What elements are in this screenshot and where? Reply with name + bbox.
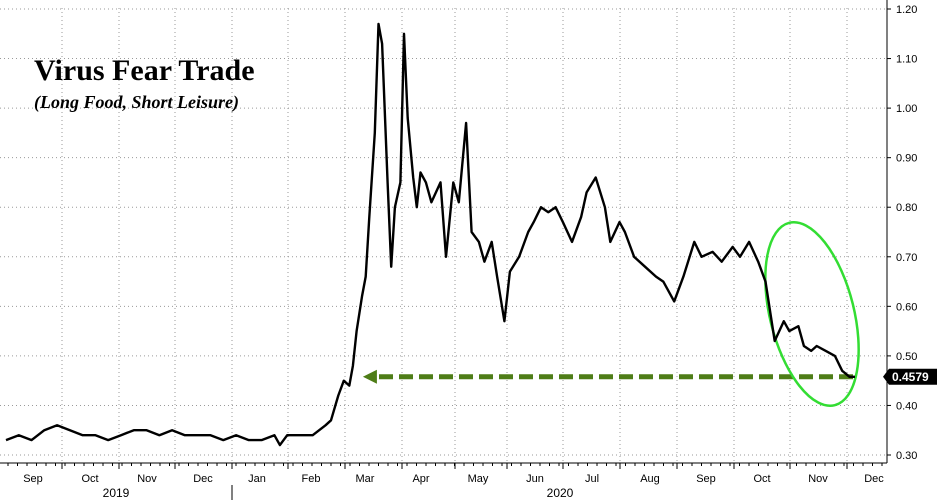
y-tick-label: 0.70: [896, 252, 917, 264]
y-tick-label: 1.20: [896, 4, 917, 16]
year-label: 2020: [547, 486, 574, 500]
x-tick-label: Sep: [23, 473, 43, 485]
highlight-ellipse: [764, 220, 860, 408]
x-tick-label: Dec: [193, 473, 213, 485]
x-tick-label: Jul: [585, 473, 599, 485]
x-tick-label: May: [468, 473, 489, 485]
x-tick-label: Sep: [696, 473, 716, 485]
x-tick-label: Apr: [412, 473, 429, 485]
x-tick-label: Dec: [864, 473, 884, 485]
series-group: [5, 22, 855, 447]
dashed-arrow-head: [362, 369, 377, 384]
y-tick-label: 1.00: [896, 103, 917, 115]
chart-title: Virus Fear Trade: [34, 54, 255, 87]
x-tick-label: Mar: [356, 473, 375, 485]
x-tick-label: Aug: [640, 473, 660, 485]
x-tick-label: Jun: [526, 473, 544, 485]
x-tick-label: Nov: [808, 473, 828, 485]
y-tick-label: 0.60: [896, 301, 917, 313]
y-tick-label: 0.40: [896, 400, 917, 412]
x-tick-label: Oct: [81, 473, 98, 485]
last-value-label: 0.4579: [892, 370, 929, 384]
series-line: [5, 22, 855, 447]
annotations: [362, 220, 860, 408]
chart-subtitle: (Long Food, Short Leisure): [34, 92, 240, 112]
year-label: 2019: [103, 486, 130, 500]
y-tick-label: 0.30: [896, 450, 917, 462]
y-tick-label: 0.90: [896, 153, 917, 165]
last-value-box: [883, 368, 937, 385]
x-tick-label: Oct: [753, 473, 770, 485]
x-tick-label: Jan: [248, 473, 266, 485]
y-tick-label: 0.80: [896, 202, 917, 214]
y-tick-label: 1.10: [896, 54, 917, 66]
x-tick-label: Feb: [302, 473, 321, 485]
x-tick-label: Nov: [137, 473, 157, 485]
y-tick-label: 0.50: [896, 351, 917, 363]
